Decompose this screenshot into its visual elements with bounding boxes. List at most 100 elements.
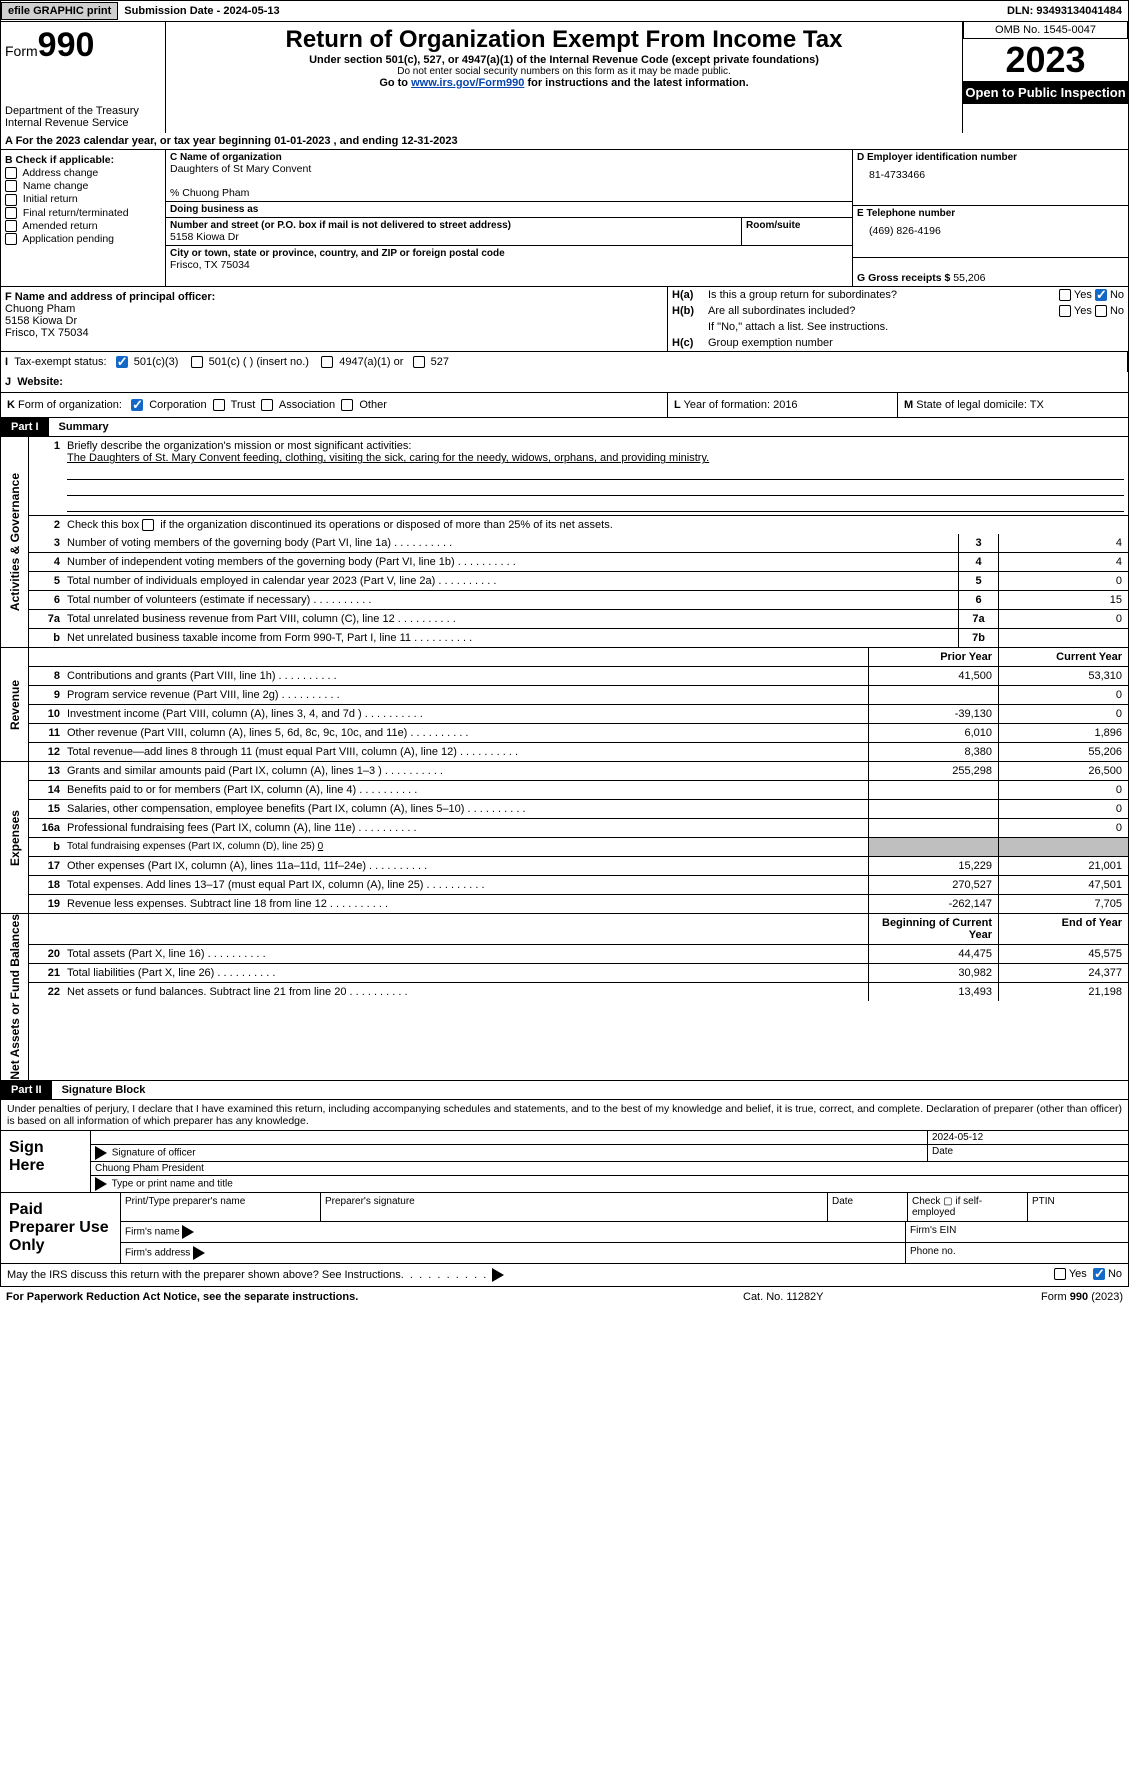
summary-row: 5Total number of individuals employed in…: [29, 572, 1128, 591]
i-501c-checkbox[interactable]: [191, 356, 203, 368]
b-check-item[interactable]: Name change: [5, 180, 161, 192]
submission-date: Submission Date - 2024-05-13: [118, 3, 285, 19]
care-of: % Chuong Pham: [170, 187, 848, 199]
summary-row: 6Total number of volunteers (estimate if…: [29, 591, 1128, 610]
mayirs-yes-checkbox[interactable]: [1054, 1268, 1066, 1280]
form-header: Form990 Department of the Treasury Inter…: [0, 22, 1129, 133]
irs-label: Internal Revenue Service: [5, 117, 161, 129]
sign-here-row: Sign Here 2024-05-12 Signature of office…: [1, 1131, 1128, 1192]
gross-receipts: 55,206: [953, 272, 985, 284]
top-bar: efile GRAPHIC print Submission Date - 20…: [0, 0, 1129, 22]
k-corp-checkbox[interactable]: [131, 399, 143, 411]
summary-row: 8Contributions and grants (Part VIII, li…: [29, 667, 1128, 686]
dba-label: Doing business as: [170, 204, 848, 215]
form990-link[interactable]: www.irs.gov/Form990: [411, 77, 524, 89]
block-b-to-g: B Check if applicable: Address change Na…: [0, 150, 1129, 287]
arrow-icon: [95, 1177, 109, 1191]
section-tab: Net Assets or Fund Balances: [1, 914, 29, 1080]
sign-here-label: Sign Here: [1, 1131, 91, 1192]
b-check-item[interactable]: Final return/terminated: [5, 207, 161, 219]
part1-section: Activities & Governance1Briefly describe…: [0, 437, 1129, 648]
summary-row: bNet unrelated business taxable income f…: [29, 629, 1128, 647]
section-tab: Activities & Governance: [1, 437, 29, 647]
hb-yes-checkbox[interactable]: [1059, 305, 1071, 317]
summary-row: 18Total expenses. Add lines 13–17 (must …: [29, 876, 1128, 895]
ssn-notice: Do not enter social security numbers on …: [170, 66, 958, 77]
perjury-declaration: Under penalties of perjury, I declare th…: [1, 1100, 1128, 1131]
hb-no-checkbox[interactable]: [1095, 305, 1107, 317]
summary-row: 16aProfessional fundraising fees (Part I…: [29, 819, 1128, 838]
row-klm: K Form of organization: Corporation Trus…: [0, 393, 1129, 418]
part1-section: RevenuePrior YearCurrent Year8Contributi…: [0, 648, 1129, 762]
summary-row: 10Investment income (Part VIII, column (…: [29, 705, 1128, 724]
summary-row: 4Number of independent voting members of…: [29, 553, 1128, 572]
col-h: H(a)Is this a group return for subordina…: [668, 287, 1128, 351]
summary-row: 2Check this box if the organization disc…: [29, 516, 1128, 534]
row-i: I Tax-exempt status: 501(c)(3) 501(c) ( …: [0, 352, 1129, 372]
section-tab: Revenue: [1, 648, 29, 761]
paid-preparer-label: Paid Preparer Use Only: [1, 1193, 121, 1263]
mayirs-no-checkbox[interactable]: [1093, 1268, 1105, 1280]
b-check-item[interactable]: Application pending: [5, 233, 161, 245]
page-footer: For Paperwork Reduction Act Notice, see …: [0, 1287, 1129, 1307]
form-ref: Form 990 (2023): [943, 1291, 1123, 1303]
part1-section: Net Assets or Fund BalancesBeginning of …: [0, 914, 1129, 1081]
signature-block: Under penalties of perjury, I declare th…: [0, 1100, 1129, 1264]
summary-row: 20Total assets (Part X, line 16)44,47545…: [29, 945, 1128, 964]
k-other-checkbox[interactable]: [341, 399, 353, 411]
b-check-item[interactable]: Amended return: [5, 220, 161, 232]
summary-row: 9Program service revenue (Part VIII, lin…: [29, 686, 1128, 705]
arrow-icon: [193, 1246, 207, 1260]
part2-header: Part IISignature Block: [0, 1081, 1129, 1100]
h-note: If "No," attach a list. See instructions…: [708, 321, 1124, 333]
form-title: Return of Organization Exempt From Incom…: [170, 26, 958, 54]
cat-no: Cat. No. 11282Y: [743, 1291, 943, 1303]
summary-row: 22Net assets or fund balances. Subtract …: [29, 983, 1128, 1001]
paperwork-notice: For Paperwork Reduction Act Notice, see …: [6, 1291, 743, 1303]
b-check-item[interactable]: Address change: [5, 167, 161, 179]
part1-section: Expenses13Grants and similar amounts pai…: [0, 762, 1129, 914]
dept-label: Department of the Treasury: [5, 105, 161, 117]
h-a-text: Is this a group return for subordinates?: [708, 289, 1004, 301]
summary-row: 21Total liabilities (Part X, line 26)30,…: [29, 964, 1128, 983]
i-501c3-checkbox[interactable]: [116, 356, 128, 368]
h-b-text: Are all subordinates included?: [708, 305, 1004, 317]
signature-date: 2024-05-12: [928, 1131, 1128, 1144]
summary-row: 17Other expenses (Part IX, column (A), l…: [29, 857, 1128, 876]
city-state-zip: Frisco, TX 75034: [170, 259, 848, 271]
omb-number: OMB No. 1545-0047: [963, 22, 1128, 39]
row-f-h: F Name and address of principal officer:…: [0, 287, 1129, 352]
summary-row: 14Benefits paid to or for members (Part …: [29, 781, 1128, 800]
form-subtitle: Under section 501(c), 527, or 4947(a)(1)…: [170, 54, 958, 66]
org-name: Daughters of St Mary Convent: [170, 163, 848, 175]
header-mid: Return of Organization Exempt From Incom…: [166, 22, 963, 133]
summary-row: bTotal fundraising expenses (Part IX, co…: [29, 838, 1128, 857]
section-tab: Expenses: [1, 762, 29, 913]
summary-row: 11Other revenue (Part VIII, column (A), …: [29, 724, 1128, 743]
col-c: C Name of organizationDaughters of St Ma…: [166, 150, 853, 286]
year-formation: 2016: [773, 399, 797, 411]
arrow-icon: [95, 1146, 109, 1160]
b-check-item[interactable]: Initial return: [5, 193, 161, 205]
efile-button[interactable]: efile GRAPHIC print: [1, 2, 118, 20]
summary-row: 1Briefly describe the organization's mis…: [29, 437, 1128, 516]
goto-line: Go to www.irs.gov/Form990 for instructio…: [170, 77, 958, 89]
header-left: Form990 Department of the Treasury Inter…: [1, 22, 166, 133]
officer-name: Chuong Pham: [5, 303, 75, 315]
ha-yes-checkbox[interactable]: [1059, 289, 1071, 301]
summary-row: 15Salaries, other compensation, employee…: [29, 800, 1128, 819]
row-j: J Website:: [0, 372, 1129, 393]
k-trust-checkbox[interactable]: [213, 399, 225, 411]
section-a: A For the 2023 calendar year, or tax yea…: [0, 133, 1129, 150]
col-b: B Check if applicable: Address change Na…: [1, 150, 166, 286]
h-c-text: Group exemption number: [708, 337, 1124, 349]
col-deg: D Employer identification number81-47334…: [853, 150, 1128, 286]
tax-year: 2023: [963, 39, 1128, 81]
telephone: (469) 826-4196: [857, 219, 1124, 243]
may-irs-discuss: May the IRS discuss this return with the…: [0, 1264, 1129, 1287]
ha-no-checkbox[interactable]: [1095, 289, 1107, 301]
k-assoc-checkbox[interactable]: [261, 399, 273, 411]
i-527-checkbox[interactable]: [413, 356, 425, 368]
i-4947-checkbox[interactable]: [321, 356, 333, 368]
arrow-icon: [492, 1268, 506, 1282]
